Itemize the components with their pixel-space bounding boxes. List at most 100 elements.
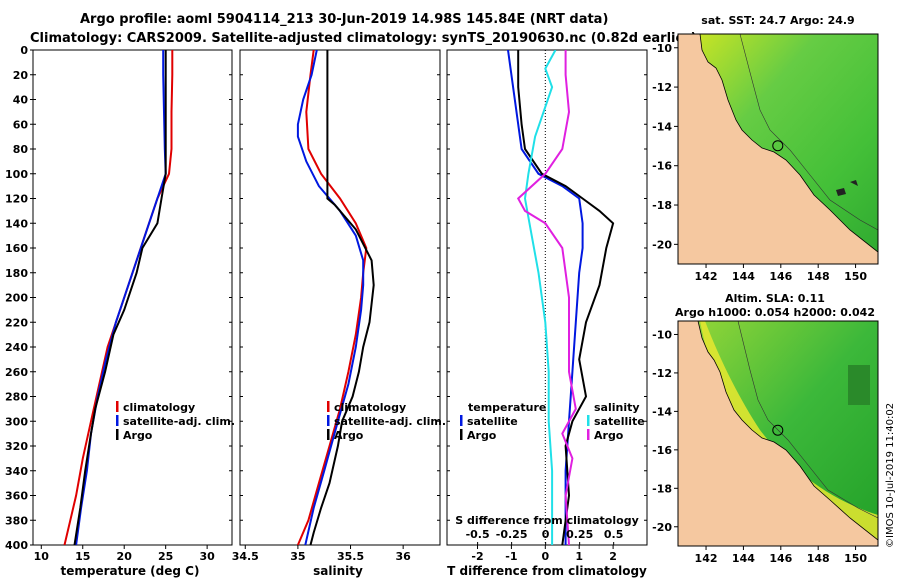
legend-label-sal-argo: Argo [594,429,624,442]
legend-label-climatology: climatology [334,401,406,414]
map-y-tick-label: -10 [652,328,672,341]
depth-tick-label: 400 [5,539,28,552]
legend-label-temp-satellite: satellite [467,415,518,428]
series-line-argo [73,50,167,545]
map-y-tick-label: -18 [652,199,672,212]
map-x-tick-label: 150 [844,552,867,565]
x-tick-label: -1 [505,550,517,563]
depth-tick-label: 380 [5,514,28,527]
depth-tick-label: 200 [5,292,28,305]
x2-tick-label: -0.25 [496,528,528,541]
map-y-tick-label: -20 [652,238,672,251]
imos-watermark: ©IMOS 10-Jul-2019 11:40:02 [885,403,896,548]
x2-tick-label: 0.5 [604,528,624,541]
sst-reef-line [739,34,878,231]
sla-map-axes: 142 144 146 148 150 -10 -12 -14 -16 -18 -20 [652,328,867,565]
map-x-tick-label: 148 [807,552,830,565]
legend-swatch-sal-satellite [587,415,590,426]
series-line-salinity-satellite [523,50,557,545]
x-tick-label: 30 [199,550,215,563]
x-tick-label: 20 [117,550,133,563]
x-tick-label: 34.5 [232,550,259,563]
legend-swatch-temp-argo [460,429,463,440]
temperature-panel-frame [32,49,233,546]
depth-tick-label: 280 [5,391,28,404]
map-y-tick-label: -18 [652,482,672,495]
map-x-tick-label: 146 [769,552,792,565]
legend-swatch-sal-argo [587,429,590,440]
legend-title-salinity: salinity [594,401,640,414]
map-y-tick-label: -16 [652,160,672,173]
series-line-temperature-argo [517,50,615,545]
t-difference-axis-label: T difference from climatology [447,564,647,578]
depth-tick-label: 80 [13,143,29,156]
sla-reef-line [737,321,878,519]
depth-tick-label: 120 [5,193,28,206]
depth-tick-label: 240 [5,341,28,354]
figure-title-line2: Climatology: CARS2009. Satellite-adjuste… [30,31,697,46]
x2-tick-label: 0 [542,528,550,541]
depth-tick-label: 40 [13,94,29,107]
depth-tick-label: 300 [5,415,28,428]
x-tick-label: 35 [290,550,305,563]
legend-label-argo: Argo [123,429,153,442]
legend-swatch-climatology [327,401,330,412]
legend-label-climatology: climatology [123,401,195,414]
x-tick-label: 35.5 [337,550,364,563]
legend-swatch-temp-satellite [460,415,463,426]
depth-tick-label: 220 [5,316,28,329]
sla-coastline [697,321,878,541]
legend-swatch-satellite [327,415,330,426]
x-tick-label: 0 [541,550,549,563]
series-line-satellite-adj-clim- [296,50,365,545]
depth-tick-label: 60 [13,118,29,131]
s-difference-axis-label: S difference from climatology [455,514,639,527]
legend-swatch-argo [116,429,119,440]
depth-tick-label: 180 [5,267,28,280]
map-x-tick-label: 142 [695,552,718,565]
depth-tick-label: 360 [5,490,28,503]
sla-profile-marker [772,424,784,436]
difference-panel-frame [446,49,648,546]
x-tick-label: 36 [396,550,412,563]
map-y-tick-label: -14 [652,405,672,418]
difference-legend: temperature satellite Argo salinity sate… [460,401,645,442]
legend-swatch-climatology [116,401,119,412]
map-x-tick-label: 144 [732,552,755,565]
map-y-tick-label: -12 [652,81,672,94]
sst-map-axes: 142 144 146 148 150 -10 -12 -14 -16 -18 -20 [652,42,867,283]
map-x-tick-label: 144 [732,270,755,283]
series-line-climatology [63,50,174,545]
difference-profile-plot [507,50,615,545]
legend-label-temp-argo: Argo [467,429,497,442]
depth-tick-label: 100 [5,168,28,181]
figure-title-line1: Argo profile: aoml 5904114_213 30-Jun-20… [80,12,608,27]
depth-tick-label: 160 [5,242,28,255]
series-line-salinity-argo [516,50,577,545]
temperature-profile-plot [63,50,174,545]
map-y-tick-label: -16 [652,444,672,457]
sla-dark-patch [848,365,870,405]
x2-tick-label: 0.25 [566,528,593,541]
map-x-tick-label: 148 [807,270,830,283]
map-x-tick-label: 142 [695,270,718,283]
depth-tick-label: 320 [5,440,28,453]
temperature-axis-label: temperature (deg C) [61,564,200,578]
depth-tick-label: 0 [20,44,28,57]
x-tick-label: 15 [75,550,90,563]
series-line-satellite-adj-clim- [75,50,167,545]
legend-label-satellite: satellite-adj. clim. [334,415,446,428]
sla-map-title: Altim. SLA: 0.11 [725,292,825,305]
sst-map-frame [677,33,879,265]
sst-map-title: sat. SST: 24.7 Argo: 24.9 [701,14,854,27]
map-x-tick-label: 150 [844,270,867,283]
depth-tick-label: 260 [5,366,28,379]
sst-reef-islands [836,180,858,196]
sst-coastline [699,34,878,253]
sla-land [678,321,878,546]
sst-profile-marker [772,140,784,152]
x-tick-label: 10 [34,550,50,563]
salinity-axis-label: salinity [313,564,363,578]
